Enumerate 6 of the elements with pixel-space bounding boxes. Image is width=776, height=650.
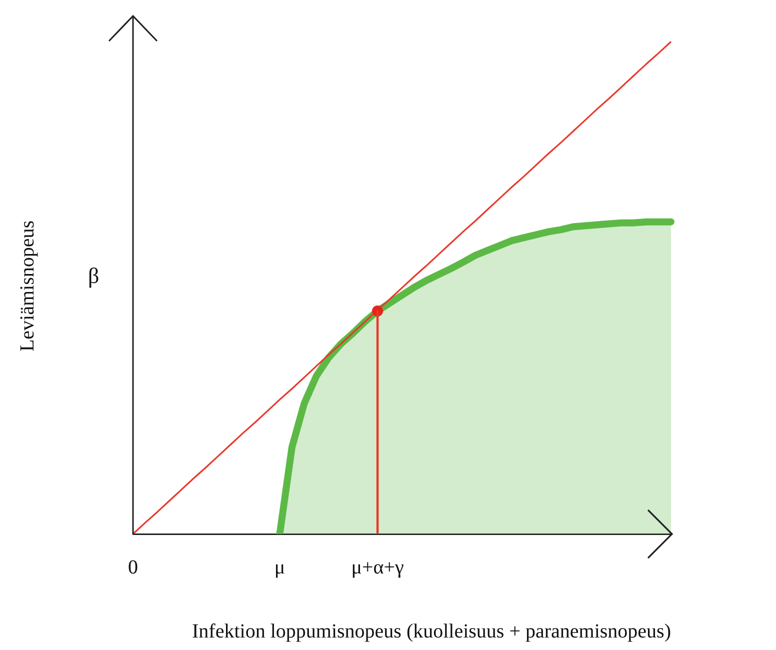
x-axis-title: Infektion loppumisnopeus (kuolleisuus + paranemisnopeus) [192, 620, 671, 642]
y-axis-title: Leviämisnopeus [16, 220, 40, 352]
x-tick-label: μ [274, 556, 286, 578]
x-tick-label: μ+α+γ [351, 556, 404, 578]
text: β [88, 262, 100, 288]
x-tick-label: 0 [128, 556, 138, 578]
